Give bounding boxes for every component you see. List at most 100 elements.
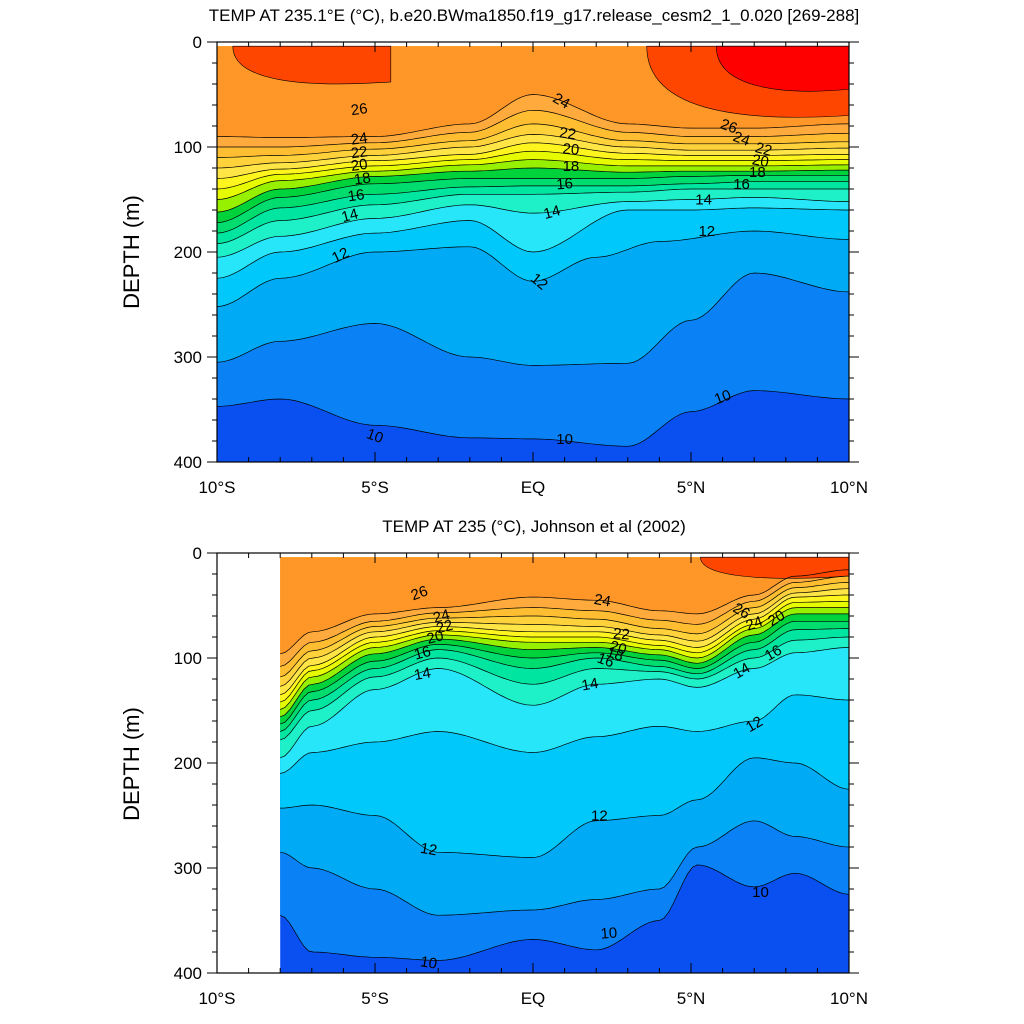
contour-label: 24	[350, 130, 369, 149]
isotherm-16	[216, 181, 849, 234]
y-tick-label: 0	[193, 544, 202, 563]
contour-label: 16	[556, 175, 574, 193]
isotherm-19	[216, 159, 850, 200]
contour-label: 22	[612, 625, 630, 643]
y-tick-label: 200	[174, 754, 202, 773]
contour-label: 24	[744, 613, 765, 635]
isotherm-24	[280, 575, 850, 667]
x-tick-label: 10°N	[830, 478, 868, 497]
contour-label: 12	[419, 840, 438, 860]
isotherm-10	[280, 864, 850, 961]
y-tick-label: 300	[174, 859, 202, 878]
contour-label: 20	[425, 627, 446, 648]
isotherm-23	[217, 123, 849, 158]
chart-title: TEMP AT 235 (°C), Johnson et al (2002)	[382, 517, 686, 536]
contour-label: 24	[550, 90, 573, 113]
contour-label: 14	[580, 675, 599, 695]
chart-title: TEMP AT 235.1°E (°C), b.e20.BWma1850.f19…	[209, 6, 860, 25]
isotherm-17	[216, 174, 849, 223]
isotherm-20	[216, 150, 849, 190]
contour-label: 24	[593, 591, 612, 611]
contour-label: 12	[591, 808, 608, 825]
contour-label: 26	[350, 100, 369, 119]
model-temperature-panel: TEMP AT 235.1°E (°C), b.e20.BWma1850.f19…	[119, 6, 868, 497]
isotherm-13	[280, 694, 850, 774]
isotherm-14	[216, 197, 849, 258]
isotherm-12	[280, 757, 850, 858]
isotherm-22	[216, 134, 849, 169]
isotherm-24	[217, 109, 850, 148]
contour-label: 10	[712, 387, 733, 409]
isotherm-21	[280, 594, 849, 696]
contour-label: 12	[698, 223, 715, 240]
isotherm-19	[280, 607, 849, 710]
contour-label: 10	[752, 884, 769, 901]
contour-label: 22	[753, 139, 774, 160]
contour-label: 10	[556, 431, 573, 448]
y-tick-label: 300	[174, 348, 202, 367]
contour-label: 16	[595, 650, 616, 672]
isotherm-21	[216, 142, 849, 179]
y-tick-label: 100	[174, 649, 202, 668]
contour-label: 20	[765, 607, 788, 630]
x-tick-label: EQ	[521, 989, 546, 1008]
y-tick-label: 200	[174, 243, 202, 262]
contour-label: 20	[751, 151, 770, 171]
x-tick-label: 10°N	[830, 989, 868, 1008]
contour-label: 24	[731, 128, 752, 150]
isotherm-17	[280, 620, 849, 725]
contour-label: 10	[600, 924, 618, 942]
y-axis-label: DEPTH (m)	[119, 195, 144, 309]
isotherm-10	[216, 390, 850, 447]
isotherm-18	[216, 167, 849, 213]
contour-label: 16	[733, 176, 750, 193]
y-tick-label: 400	[174, 964, 202, 983]
contour-label: 20	[350, 156, 369, 175]
isotherm-11	[280, 820, 850, 916]
contour-label: 18	[749, 164, 766, 181]
y-axis-label: DEPTH (m)	[119, 707, 144, 821]
isotherm-16	[280, 628, 849, 732]
contour-label: 14	[542, 202, 563, 223]
isotherm-15	[280, 636, 850, 741]
contour-label: 10	[364, 425, 385, 447]
contour-label: 22	[558, 124, 577, 143]
contour-label: 18	[353, 169, 372, 188]
x-tick-label: 10°S	[198, 989, 235, 1008]
warm-pool-0	[232, 45, 392, 85]
contour-label: 14	[413, 664, 432, 684]
contour-label: 14	[730, 659, 753, 682]
contour-label: 14	[340, 205, 361, 226]
contour-label: 26	[409, 583, 430, 605]
contour-label: 16	[412, 643, 433, 664]
x-tick-label: 5°N	[677, 478, 706, 497]
contour-label: 18	[563, 158, 580, 175]
y-tick-label: 100	[174, 138, 202, 157]
isotherm-11	[216, 272, 850, 366]
isotherm-20	[280, 600, 849, 703]
contour-label: 24	[431, 606, 452, 627]
contour-label: 20	[608, 638, 629, 659]
observed-temperature-panel: TEMP AT 235 (°C), Johnson et al (2002) D…	[119, 517, 868, 1008]
contour-label: 26	[730, 600, 753, 623]
isotherm-14	[280, 647, 850, 759]
isotherm-18	[280, 613, 849, 718]
contour-label: 22	[350, 143, 369, 162]
contour-label: 12	[743, 713, 766, 736]
contour-label: 12	[329, 244, 351, 266]
contour-label: 20	[562, 140, 580, 158]
isotherm-25	[280, 569, 850, 655]
isotherm-23	[280, 582, 850, 678]
isotherm-25	[217, 94, 849, 138]
contour-label: 22	[434, 617, 455, 638]
contour-label: 14	[695, 192, 712, 209]
contour-label: 26	[718, 116, 739, 138]
contour-label: 16	[762, 642, 785, 665]
isotherm-12	[216, 230, 850, 307]
x-tick-label: 5°N	[677, 989, 706, 1008]
isotherm-22	[280, 588, 850, 687]
contour-label: 18	[604, 643, 625, 665]
